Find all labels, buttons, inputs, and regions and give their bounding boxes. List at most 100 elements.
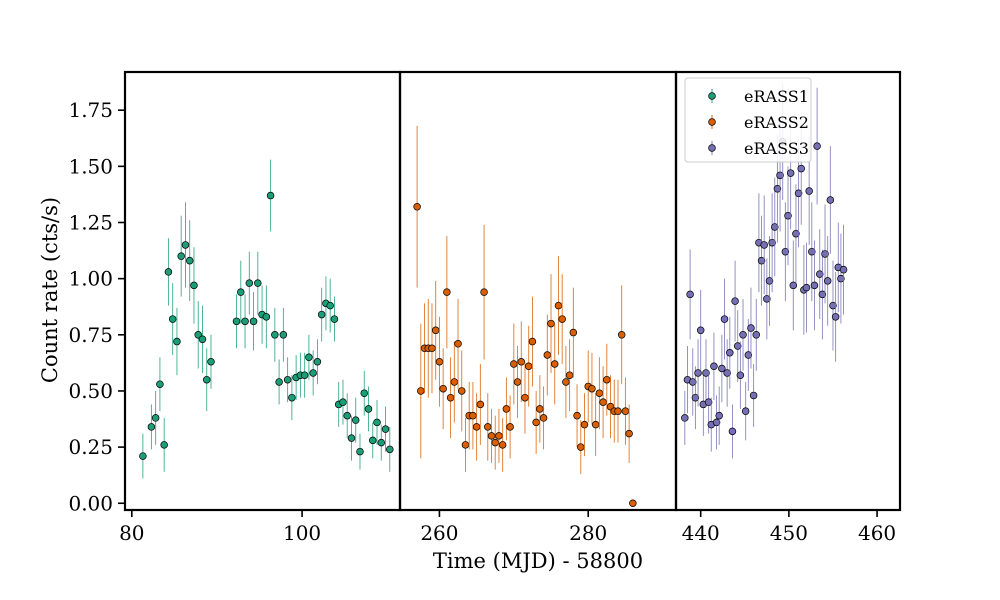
data-point — [595, 389, 604, 397]
legend-box — [684, 77, 812, 163]
data-point — [794, 189, 803, 198]
data-point — [802, 283, 811, 292]
data-point — [808, 247, 816, 256]
legend-item: eRASS1 — [708, 87, 809, 106]
data-point — [446, 393, 455, 402]
data-point — [305, 353, 313, 362]
series-eRASS1 — [139, 159, 394, 479]
data-point — [309, 369, 317, 377]
data-point — [185, 256, 194, 265]
data-point — [712, 418, 721, 427]
data-point — [539, 414, 548, 422]
data-point — [588, 384, 596, 393]
data-point — [454, 340, 462, 348]
data-point — [599, 398, 607, 406]
legend-marker — [708, 92, 716, 100]
data-point — [773, 185, 782, 193]
data-point — [603, 375, 611, 384]
x-tick-label: 100 — [283, 521, 321, 545]
data-point — [704, 398, 713, 406]
data-point — [521, 393, 529, 402]
data-point — [813, 142, 821, 150]
data-point — [377, 438, 386, 447]
data-point — [356, 447, 364, 456]
data-point — [720, 315, 729, 323]
data-point — [747, 324, 755, 332]
x-tick-label: 440 — [682, 521, 720, 545]
x-tick-label: 460 — [858, 521, 896, 545]
data-point — [524, 362, 533, 370]
data-point — [781, 247, 790, 256]
x-tick-label: 450 — [770, 521, 808, 545]
data-point — [741, 407, 750, 415]
data-point — [617, 331, 626, 339]
data-point — [691, 393, 700, 402]
panel-frame — [674, 70, 902, 512]
data-point — [739, 331, 747, 339]
data-point — [351, 416, 360, 424]
y-tick-label: 0.00 — [68, 491, 113, 515]
data-point — [476, 400, 485, 409]
panels-group: 80 100 260 280 440 450 460 — [119, 70, 902, 545]
data-point — [279, 331, 288, 339]
data-point — [364, 405, 373, 413]
y-tick-label: 0.50 — [68, 379, 113, 403]
data-point — [839, 265, 848, 274]
data-point — [232, 317, 241, 326]
data-point — [510, 360, 518, 368]
data-point — [343, 411, 351, 420]
data-point — [591, 420, 600, 429]
data-point — [330, 315, 339, 323]
data-point — [763, 295, 771, 303]
data-point — [300, 371, 309, 379]
data-point — [837, 274, 845, 283]
data-point — [347, 434, 356, 442]
data-point — [139, 452, 147, 460]
data-point — [469, 411, 477, 420]
data-point — [369, 436, 377, 445]
data-point — [194, 331, 202, 339]
data-point — [417, 387, 425, 395]
data-point — [550, 360, 559, 368]
data-point — [784, 212, 792, 220]
data-point — [283, 375, 292, 384]
data-point — [829, 301, 837, 310]
data-point — [173, 337, 181, 346]
data-point — [565, 371, 574, 379]
data-point — [241, 317, 249, 326]
panel-2: 260 280 — [398, 70, 678, 545]
legend-item: eRASS2 — [708, 113, 809, 132]
data-point — [577, 443, 585, 451]
data-point — [487, 432, 496, 440]
data-point — [443, 288, 451, 296]
data-point — [821, 250, 829, 258]
data-point — [805, 187, 813, 195]
data-point — [733, 342, 742, 350]
data-point — [818, 290, 827, 299]
data-point — [245, 279, 254, 287]
data-point — [491, 438, 499, 447]
data-point — [160, 441, 168, 449]
data-point — [786, 169, 795, 177]
legend-label: eRASS1 — [744, 87, 809, 106]
data-point — [177, 252, 185, 260]
data-point — [558, 315, 566, 323]
data-point — [461, 441, 470, 449]
legend-label: eRASS3 — [744, 139, 809, 158]
x-axis-label: Time (MJD) - 58800 — [433, 549, 643, 573]
y-tick-label: 1.25 — [68, 210, 113, 234]
y-axis: 0.00 0.25 0.50 0.75 1.00 1.25 1.50 1.75 — [68, 98, 125, 515]
panel-frame — [398, 70, 678, 512]
data-point — [569, 328, 578, 337]
data-point — [502, 405, 511, 413]
data-point — [484, 423, 492, 431]
data-point — [718, 364, 726, 373]
x-tick-label: 260 — [420, 521, 458, 545]
data-point — [506, 423, 514, 431]
data-point — [498, 441, 507, 449]
data-point — [629, 499, 637, 508]
data-point — [562, 378, 570, 386]
data-point — [181, 241, 190, 249]
data-point — [789, 281, 798, 290]
data-point — [554, 301, 563, 310]
